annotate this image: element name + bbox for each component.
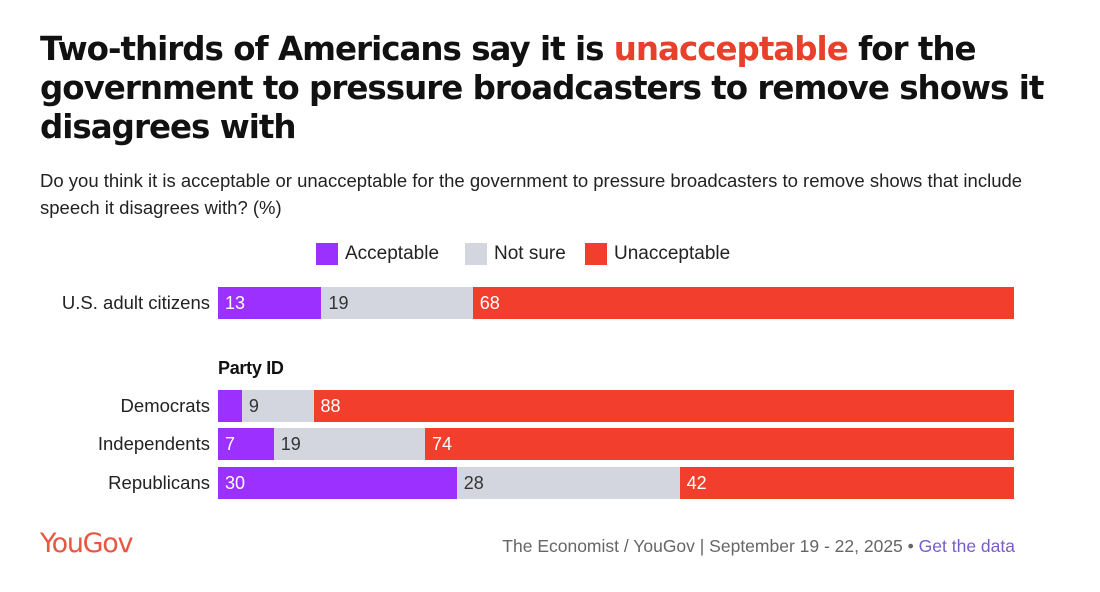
legend-item-not-sure: Not sure bbox=[465, 240, 566, 268]
data-label-us-adults-not-sure: 19 bbox=[328, 293, 349, 313]
legend-swatch-acceptable bbox=[316, 243, 338, 265]
title-highlight: unacceptable bbox=[613, 30, 849, 68]
source-text: The Economist / YouGov | September 19 - … bbox=[502, 536, 903, 556]
bar-us-adults: 13 19 68 bbox=[218, 287, 1014, 319]
bar-segment-democrats-not-sure bbox=[241, 390, 314, 422]
data-label-us-adults-unacceptable: 68 bbox=[479, 293, 500, 313]
bar-segment-democrats-unacceptable bbox=[313, 390, 1014, 422]
legend-item-unacceptable: Unacceptable bbox=[585, 240, 730, 268]
data-label-republicans-acceptable: 30 bbox=[225, 473, 246, 493]
data-label-republicans-not-sure: 28 bbox=[463, 473, 484, 493]
bar-segment-republicans-acceptable bbox=[218, 467, 457, 499]
row-label-republicans: Republicans bbox=[108, 472, 210, 493]
row-label-us-adults: U.S. adult citizens bbox=[61, 292, 210, 313]
row-label-democrats: Democrats bbox=[120, 395, 210, 416]
legend: Acceptable Not sure Unacceptable bbox=[0, 240, 1100, 268]
data-label-democrats-unacceptable: 88 bbox=[320, 396, 341, 416]
legend-label-not-sure: Not sure bbox=[494, 243, 566, 264]
legend-swatch-unacceptable bbox=[585, 243, 607, 265]
title-text-before: Two-thirds of Americans say it is bbox=[40, 30, 614, 68]
title-text-after: for the government to pressure broadcast… bbox=[40, 30, 1044, 146]
yougov-logo: YouGov bbox=[40, 528, 133, 559]
get-the-data-link[interactable]: Get the data bbox=[918, 536, 1015, 556]
bar-segment-democrats-acceptable bbox=[218, 390, 242, 422]
legend-swatch-not-sure bbox=[465, 243, 487, 265]
data-label-republicans-unacceptable: 42 bbox=[686, 473, 707, 493]
source-line: The Economist / YouGov | September 19 - … bbox=[502, 536, 1015, 557]
legend-label-acceptable: Acceptable bbox=[345, 243, 440, 264]
legend-label-unacceptable: Unacceptable bbox=[614, 243, 731, 264]
chart-title: Two-thirds of Americans say it is unacce… bbox=[40, 30, 1050, 147]
row-label-independents: Independents bbox=[97, 433, 210, 454]
bar-republicans: 30 28 42 bbox=[218, 467, 1014, 499]
bar-segment-independents-not-sure bbox=[273, 428, 425, 460]
bar-segment-independents-unacceptable bbox=[424, 428, 1014, 460]
bar-segment-us-adults-not-sure bbox=[321, 287, 473, 319]
data-label-democrats-not-sure: 9 bbox=[248, 396, 259, 416]
bar-democrats: 9 88 bbox=[218, 390, 1014, 422]
data-label-independents-not-sure: 19 bbox=[280, 434, 301, 454]
source-bullet: • bbox=[907, 536, 914, 556]
data-label-independents-unacceptable: 74 bbox=[431, 434, 452, 454]
bar-segment-independents-acceptable bbox=[218, 428, 274, 460]
bar-segment-us-adults-unacceptable bbox=[472, 287, 1014, 319]
data-label-us-adults-acceptable: 13 bbox=[225, 293, 246, 313]
data-label-independents-acceptable: 7 bbox=[225, 434, 236, 454]
bar-segment-us-adults-acceptable bbox=[218, 287, 322, 319]
bar-segment-republicans-not-sure bbox=[456, 467, 680, 499]
bar-segment-republicans-unacceptable bbox=[679, 467, 1014, 499]
bar-independents: 7 19 74 bbox=[218, 428, 1014, 460]
chart-subtitle: Do you think it is acceptable or unaccep… bbox=[40, 170, 1023, 218]
group-header-party-id: Party ID bbox=[218, 358, 284, 378]
legend-item-acceptable: Acceptable bbox=[316, 240, 439, 268]
